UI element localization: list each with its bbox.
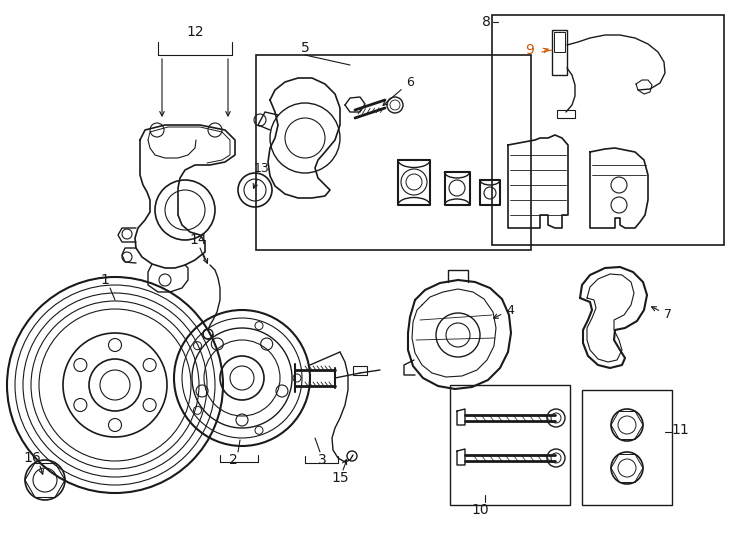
- Bar: [256, 55, 531, 250]
- Text: 2: 2: [228, 453, 237, 467]
- Text: 4: 4: [493, 303, 514, 318]
- Text: 11: 11: [671, 423, 689, 437]
- Bar: [492, 15, 724, 245]
- Text: 9: 9: [526, 43, 534, 57]
- Text: 6: 6: [383, 76, 414, 105]
- Text: 5: 5: [301, 41, 309, 55]
- Bar: [450, 385, 570, 505]
- Text: 16: 16: [23, 451, 41, 465]
- Text: 1: 1: [101, 273, 109, 287]
- Text: 14: 14: [189, 233, 207, 247]
- Text: 10: 10: [471, 503, 489, 517]
- Text: 15: 15: [331, 471, 349, 485]
- Text: 12: 12: [186, 25, 204, 39]
- Bar: [554, 32, 565, 52]
- Bar: [353, 366, 367, 375]
- Text: 13: 13: [253, 161, 270, 188]
- Text: 7: 7: [652, 307, 672, 321]
- Bar: [552, 30, 567, 75]
- Text: 8: 8: [482, 15, 490, 29]
- Bar: [582, 390, 672, 505]
- Bar: [557, 110, 575, 118]
- Text: 3: 3: [318, 453, 327, 467]
